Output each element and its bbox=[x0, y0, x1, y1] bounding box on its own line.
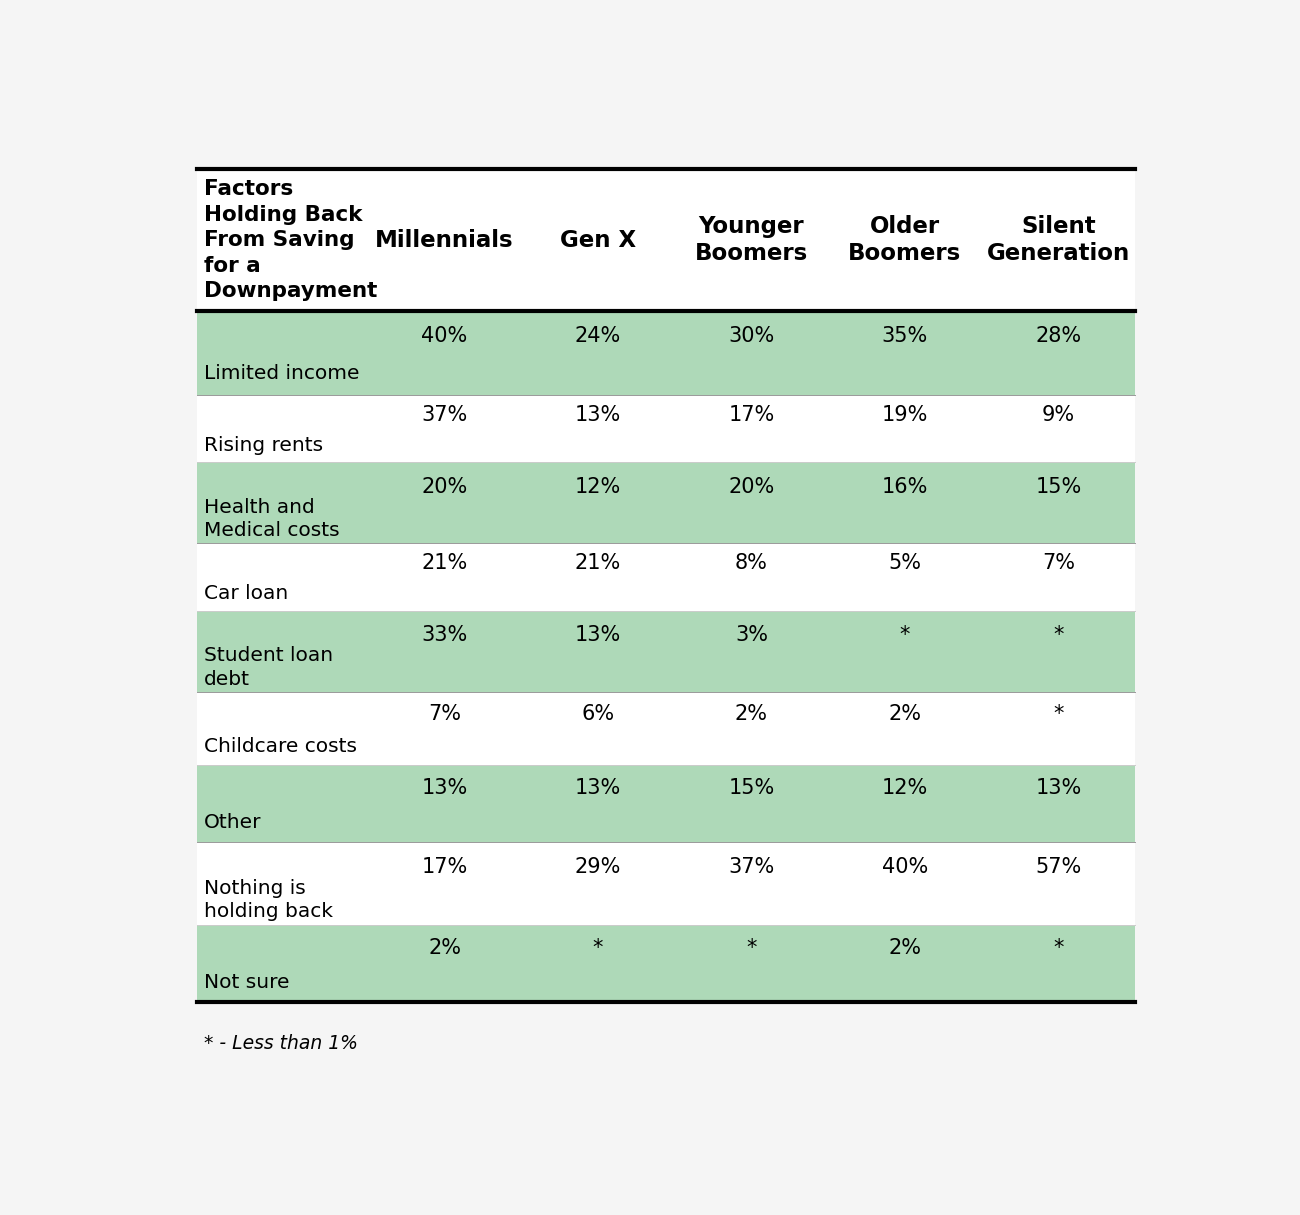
Text: 3%: 3% bbox=[734, 626, 768, 645]
Text: Millennials: Millennials bbox=[376, 228, 514, 252]
Text: 2%: 2% bbox=[734, 703, 768, 724]
Text: *: * bbox=[1053, 626, 1063, 645]
Text: * - Less than 1%: * - Less than 1% bbox=[204, 1034, 358, 1053]
Bar bbox=[198, 543, 1135, 611]
Text: Gen X: Gen X bbox=[560, 228, 636, 252]
Text: 29%: 29% bbox=[575, 857, 621, 877]
Text: Nothing is
holding back: Nothing is holding back bbox=[204, 878, 333, 921]
Text: Silent
Generation: Silent Generation bbox=[987, 215, 1130, 265]
Text: Other: Other bbox=[204, 813, 261, 832]
Text: Childcare costs: Childcare costs bbox=[204, 738, 356, 756]
Text: 2%: 2% bbox=[888, 938, 922, 959]
Text: 16%: 16% bbox=[881, 476, 928, 497]
Text: 7%: 7% bbox=[428, 703, 462, 724]
Text: 30%: 30% bbox=[728, 327, 775, 346]
Text: Health and
Medical costs: Health and Medical costs bbox=[204, 498, 339, 541]
Bar bbox=[198, 169, 1135, 1002]
Text: *: * bbox=[1053, 703, 1063, 724]
Text: 13%: 13% bbox=[1035, 778, 1082, 798]
Text: 13%: 13% bbox=[575, 626, 621, 645]
Text: 20%: 20% bbox=[728, 476, 775, 497]
Text: *: * bbox=[746, 938, 757, 959]
Text: 21%: 21% bbox=[421, 554, 468, 573]
Text: 5%: 5% bbox=[888, 554, 922, 573]
Text: 37%: 37% bbox=[728, 857, 775, 877]
Text: 12%: 12% bbox=[881, 778, 928, 798]
Text: 40%: 40% bbox=[421, 327, 468, 346]
Text: 9%: 9% bbox=[1041, 405, 1075, 425]
Text: 21%: 21% bbox=[575, 554, 621, 573]
Text: Car loan: Car loan bbox=[204, 584, 287, 604]
Text: 8%: 8% bbox=[734, 554, 768, 573]
Text: *: * bbox=[593, 938, 603, 959]
Bar bbox=[198, 691, 1135, 765]
Text: 15%: 15% bbox=[728, 778, 775, 798]
Bar bbox=[198, 395, 1135, 462]
Bar bbox=[198, 311, 1135, 395]
Bar bbox=[198, 462, 1135, 543]
Text: 7%: 7% bbox=[1041, 554, 1075, 573]
Text: 57%: 57% bbox=[1035, 857, 1082, 877]
Text: Factors
Holding Back
From Saving
for a
Downpayment: Factors Holding Back From Saving for a D… bbox=[204, 179, 377, 301]
Bar bbox=[198, 611, 1135, 691]
Text: 17%: 17% bbox=[421, 857, 468, 877]
Text: 24%: 24% bbox=[575, 327, 621, 346]
Text: 33%: 33% bbox=[421, 626, 468, 645]
Text: 17%: 17% bbox=[728, 405, 775, 425]
Text: *: * bbox=[900, 626, 910, 645]
Text: Rising rents: Rising rents bbox=[204, 436, 322, 454]
Text: 2%: 2% bbox=[888, 703, 922, 724]
Text: 20%: 20% bbox=[421, 476, 468, 497]
Text: 2%: 2% bbox=[428, 938, 462, 959]
Bar bbox=[198, 765, 1135, 842]
Text: 35%: 35% bbox=[881, 327, 928, 346]
Text: 28%: 28% bbox=[1035, 327, 1082, 346]
Text: 6%: 6% bbox=[581, 703, 615, 724]
Text: 37%: 37% bbox=[421, 405, 468, 425]
Text: 13%: 13% bbox=[575, 405, 621, 425]
Text: Student loan
debt: Student loan debt bbox=[204, 646, 333, 689]
Text: 13%: 13% bbox=[421, 778, 468, 798]
Text: Older
Boomers: Older Boomers bbox=[849, 215, 962, 265]
Text: Younger
Boomers: Younger Boomers bbox=[696, 215, 809, 265]
Text: 12%: 12% bbox=[575, 476, 621, 497]
Text: 19%: 19% bbox=[881, 405, 928, 425]
Text: 15%: 15% bbox=[1035, 476, 1082, 497]
Text: Limited income: Limited income bbox=[204, 364, 359, 383]
Bar bbox=[198, 842, 1135, 925]
Text: 40%: 40% bbox=[881, 857, 928, 877]
Text: Not sure: Not sure bbox=[204, 973, 289, 993]
Text: 13%: 13% bbox=[575, 778, 621, 798]
Bar bbox=[198, 925, 1135, 1002]
Text: *: * bbox=[1053, 938, 1063, 959]
